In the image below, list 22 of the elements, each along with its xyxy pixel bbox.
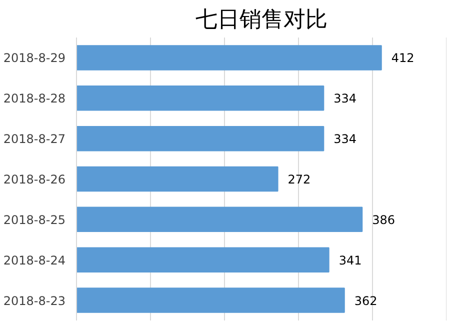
bar xyxy=(76,86,324,111)
bar xyxy=(76,206,363,232)
data-label: 386 xyxy=(372,212,396,227)
data-label: 334 xyxy=(334,92,357,106)
chart-title: 七日销售对比 xyxy=(196,8,328,32)
bar xyxy=(76,247,330,272)
data-label: 334 xyxy=(334,132,357,146)
y-tick-label: 2018-8-24 xyxy=(3,253,66,268)
y-tick-label: 2018-8-27 xyxy=(3,132,66,146)
data-label: 362 xyxy=(354,294,378,308)
data-label: 412 xyxy=(391,51,414,66)
bar xyxy=(76,45,382,70)
bar xyxy=(76,166,278,192)
y-tick-label: 2018-8-25 xyxy=(3,212,66,227)
bar xyxy=(76,126,324,152)
y-tick-label: 2018-8-23 xyxy=(3,294,66,308)
bar xyxy=(76,288,345,313)
data-label: 341 xyxy=(338,253,362,268)
y-tick-label: 2018-8-26 xyxy=(3,172,66,186)
y-tick-label: 2018-8-29 xyxy=(3,51,66,66)
y-tick-label: 2018-8-28 xyxy=(3,92,66,106)
data-label: 272 xyxy=(288,172,311,186)
